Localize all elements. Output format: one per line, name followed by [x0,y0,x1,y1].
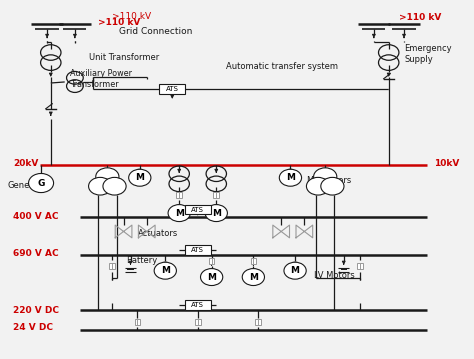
Text: Emergency
Supply: Emergency Supply [404,44,452,64]
Bar [357,263,363,269]
Text: 20kV: 20kV [13,159,38,168]
Circle shape [128,169,151,186]
Circle shape [168,205,191,222]
Circle shape [321,177,344,195]
Bar [176,192,182,198]
Circle shape [279,169,301,186]
Text: >110 kV: >110 kV [400,13,442,22]
Bar [195,320,201,325]
FancyBboxPatch shape [185,205,211,214]
Text: Battery: Battery [127,256,158,265]
Text: >110 kV: >110 kV [98,18,140,27]
Text: Automatic transfer system: Automatic transfer system [226,62,337,71]
Text: Unit Transformer: Unit Transformer [89,53,159,62]
Bar [251,258,256,264]
Bar [109,263,115,269]
Circle shape [306,177,329,195]
Text: ATS: ATS [191,247,204,253]
Circle shape [28,173,54,192]
Text: M: M [207,272,216,281]
Circle shape [314,168,337,186]
FancyBboxPatch shape [185,245,211,255]
Text: M: M [212,209,221,218]
Text: ATS: ATS [191,206,204,213]
Circle shape [89,177,112,195]
Text: ATS: ATS [191,302,204,308]
Text: 400 V AC: 400 V AC [13,212,59,221]
Circle shape [284,262,306,279]
Text: M: M [175,209,184,218]
Text: 24 V DC: 24 V DC [13,323,53,332]
Bar [213,192,219,198]
Bar [135,320,140,325]
Bar [255,320,261,325]
Text: Grid Connection: Grid Connection [119,27,192,36]
Text: M: M [291,266,300,275]
Bar [209,258,214,264]
FancyBboxPatch shape [159,84,185,94]
Circle shape [154,262,176,279]
Text: Actuators: Actuators [137,229,178,238]
Text: MV Motors: MV Motors [307,176,351,185]
Text: M: M [135,173,144,182]
Circle shape [103,177,126,195]
Text: >110 kV: >110 kV [112,13,151,22]
Text: Generator: Generator [7,181,50,190]
Text: 220 V DC: 220 V DC [13,306,59,315]
Text: M: M [286,173,295,182]
Circle shape [96,168,119,186]
Circle shape [201,269,223,285]
Text: M: M [249,272,258,281]
FancyBboxPatch shape [185,300,211,310]
Text: ATS: ATS [166,87,179,92]
Text: Auxiliary Power
Transformer: Auxiliary Power Transformer [70,69,132,89]
Circle shape [242,269,264,285]
Text: G: G [37,178,45,187]
Text: LV Motors: LV Motors [314,271,355,280]
Circle shape [205,205,228,222]
Text: M: M [161,266,170,275]
Text: 690 V AC: 690 V AC [13,249,59,258]
Text: 10kV: 10kV [434,159,459,168]
